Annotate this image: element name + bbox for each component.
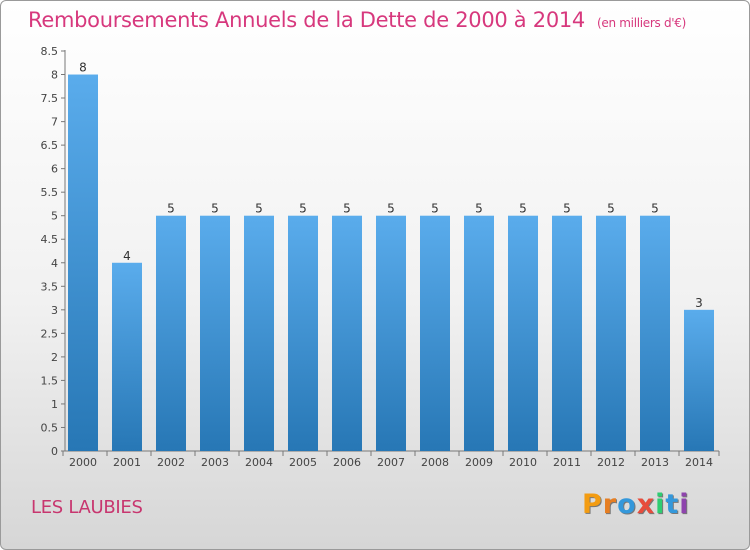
x-tick-label-2007: 2007 [377, 456, 405, 469]
x-tick-label-2006: 2006 [333, 456, 361, 469]
x-tick-label-2008: 2008 [421, 456, 449, 469]
y-tick-label: 4.5 [41, 233, 59, 246]
brand-letter: x [636, 489, 656, 520]
bar-2004 [244, 215, 274, 451]
y-tick-label: 1.5 [41, 374, 59, 387]
bar-2012 [596, 215, 626, 451]
y-tick-label: 6 [51, 163, 58, 176]
bar-2001 [112, 262, 142, 451]
value-label-2006: 5 [343, 202, 351, 216]
value-label-2014: 3 [695, 296, 703, 310]
proxiti-logo: Proxiti [582, 489, 690, 520]
value-label-2008: 5 [431, 202, 439, 216]
y-tick-label: 5 [51, 210, 58, 223]
bar-2010 [508, 215, 538, 451]
brand-letter: i [679, 489, 690, 520]
y-tick-label: 8.5 [41, 45, 59, 58]
bar-2002 [156, 215, 186, 451]
x-tick-label-2002: 2002 [157, 456, 185, 469]
value-label-2004: 5 [255, 202, 263, 216]
value-label-2010: 5 [519, 202, 527, 216]
value-label-2012: 5 [607, 202, 615, 216]
value-label-2013: 5 [651, 202, 659, 216]
bar-2013 [640, 215, 670, 451]
y-tick-label: 3.5 [41, 280, 59, 293]
axes: 0 0.5 1 1.5 2 2.5 3 3.5 4 4.5 5 5.5 6 6.5 7 7.5 8 8.5 [41, 45, 720, 458]
value-label-2000: 8 [79, 61, 87, 75]
x-tick-label-2011: 2011 [553, 456, 581, 469]
value-label-2003: 5 [211, 202, 219, 216]
x-tick-label-2014: 2014 [685, 456, 713, 469]
value-label-2002: 5 [167, 202, 175, 216]
brand-letter: r [602, 489, 618, 520]
title-text: Remboursements Annuels de la Dette de 20… [28, 8, 585, 32]
y-tick-label: 8 [51, 69, 58, 82]
value-label-2011: 5 [563, 202, 571, 216]
x-tick-label-2005: 2005 [289, 456, 317, 469]
x-tick-label-2009: 2009 [465, 456, 493, 469]
y-tick-label: 5.5 [41, 186, 59, 199]
bar-2014 [684, 309, 714, 451]
value-label-2001: 4 [123, 249, 131, 263]
y-tick-label: 1 [51, 398, 58, 411]
y-tick-label: 0 [51, 445, 58, 458]
commune-name: LES LAUBIES [31, 497, 143, 518]
y-tick-label: 3 [51, 304, 58, 317]
y-tick-label: 7 [51, 116, 58, 129]
value-label-2007: 5 [387, 202, 395, 216]
chart-title: Remboursements Annuels de la Dette de 20… [28, 8, 686, 32]
labels: 8 2000 4 2001 5 2002 5 2003 5 2004 5 2005 5 2006 5 2007… [69, 61, 713, 469]
value-label-2005: 5 [299, 202, 307, 216]
bar-2008 [420, 215, 450, 451]
x-tick-label-2013: 2013 [641, 456, 669, 469]
x-tick-label-2004: 2004 [245, 456, 273, 469]
bar-2007 [376, 215, 406, 451]
y-tick-label: 2.5 [41, 327, 59, 340]
x-tick-label-2003: 2003 [201, 456, 229, 469]
y-tick-label: 0.5 [41, 421, 59, 434]
y-tick-label: 6.5 [41, 139, 59, 152]
bar-2003 [200, 215, 230, 451]
x-tick-label-2001: 2001 [113, 456, 141, 469]
bar-2009 [464, 215, 494, 451]
bar-2000 [68, 74, 98, 451]
x-tick-label-2000: 2000 [69, 456, 97, 469]
bars [68, 74, 714, 451]
brand-letter: i [655, 489, 666, 520]
brand-letter: o [617, 489, 637, 520]
x-tick-label-2012: 2012 [597, 456, 625, 469]
bar-2005 [288, 215, 318, 451]
x-tick-label-2010: 2010 [509, 456, 537, 469]
bar-2006 [332, 215, 362, 451]
brand-letter: P [582, 489, 603, 520]
bar-2011 [552, 215, 582, 451]
brand-letter: t [665, 489, 680, 520]
y-tick-label: 7.5 [41, 92, 59, 105]
y-tick-label: 2 [51, 351, 58, 364]
value-label-2009: 5 [475, 202, 483, 216]
y-tick-label: 4 [51, 257, 58, 270]
unit-label: (en milliers d'€) [597, 16, 687, 30]
